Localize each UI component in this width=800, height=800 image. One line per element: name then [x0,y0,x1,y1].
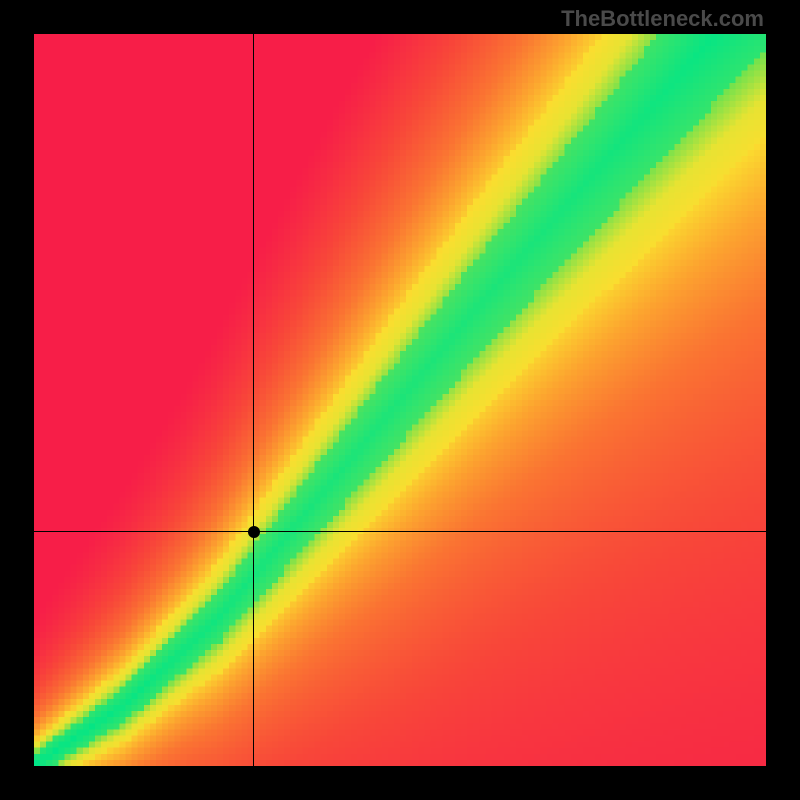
selection-marker [248,526,260,538]
watermark-text: TheBottleneck.com [561,6,764,32]
crosshair-vertical [253,34,254,766]
chart-container: { "watermark": { "text": "TheBottleneck.… [0,0,800,800]
crosshair-horizontal [34,531,766,532]
bottleneck-heatmap [34,34,766,766]
